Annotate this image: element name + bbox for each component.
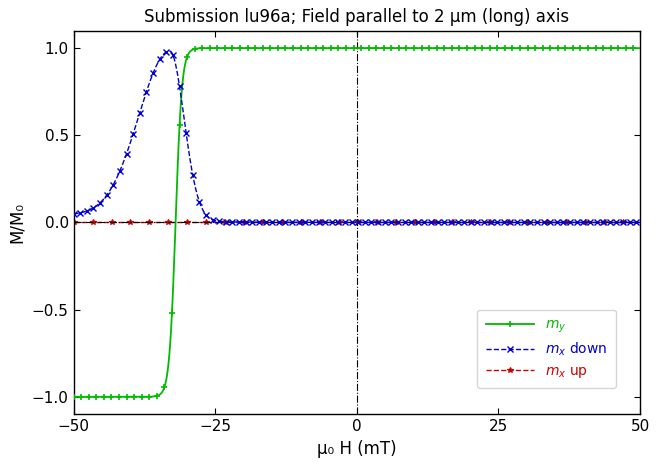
$m_x$ up — [407, 219, 415, 225]
Title: Submission lu96a; Field parallel to 2 μm (long) axis: Submission lu96a; Field parallel to 2 μm… — [144, 8, 569, 27]
$m_y$ — [636, 45, 644, 51]
$m_y$ — [170, 266, 178, 272]
X-axis label: μ₀ H (mT): μ₀ H (mT) — [317, 439, 397, 458]
$m_x$ up — [547, 219, 555, 225]
$m_x$ up — [72, 219, 80, 225]
Line: $m_y$: $m_y$ — [70, 45, 644, 400]
$m_y$ — [70, 394, 78, 400]
$m_x$ down — [449, 219, 457, 225]
Legend: $m_y$, $m_x$ down, $m_x$ up: $m_y$, $m_x$ down, $m_x$ up — [477, 309, 616, 388]
$m_x$ up — [417, 219, 424, 225]
$m_x$ up — [405, 219, 413, 225]
$m_x$ up — [636, 219, 644, 225]
$m_y$ — [327, 45, 335, 51]
Line: $m_x$ up: $m_x$ up — [71, 219, 643, 224]
$m_x$ down — [166, 48, 174, 54]
$m_x$ down — [405, 219, 413, 225]
$m_x$ down — [497, 219, 505, 225]
$m_x$ down — [171, 58, 179, 64]
$m_x$ up — [583, 219, 591, 225]
$m_y$ — [449, 45, 457, 51]
Y-axis label: M/M₀: M/M₀ — [9, 202, 26, 243]
$m_x$ down — [636, 219, 644, 225]
$m_x$ down — [327, 219, 335, 225]
$m_x$ down — [70, 211, 78, 217]
$m_y$ — [497, 45, 505, 51]
$m_x$ up — [70, 219, 78, 225]
$m_x$ down — [216, 219, 224, 224]
Line: $m_x$ down: $m_x$ down — [70, 48, 644, 226]
$m_y$ — [288, 45, 296, 51]
$m_y$ — [215, 45, 223, 51]
$m_y$ — [405, 45, 413, 51]
